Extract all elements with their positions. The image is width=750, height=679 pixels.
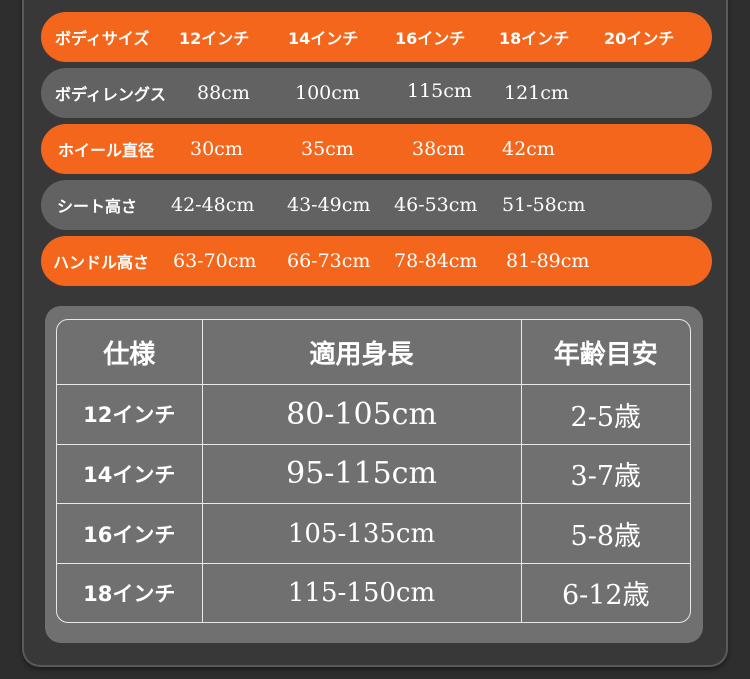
spec-row-wheel-diameter: ホイール直径 30cm 35cm 38cm 42cm: [41, 124, 712, 174]
cell-height: 105-135cm: [202, 504, 522, 564]
size-table: 仕様 適用身長 年齢目安 12インチ 80-105cm 2-5歳 14インチ 9…: [56, 319, 691, 623]
size-table-container: 仕様 適用身長 年齢目安 12インチ 80-105cm 2-5歳 14インチ 9…: [45, 306, 703, 643]
row-value: 16インチ: [395, 29, 466, 48]
cell-spec: 18インチ: [57, 563, 203, 622]
row-value: 35cm: [301, 138, 354, 160]
row-value: 115cm: [407, 79, 472, 102]
row-value: 88cm: [197, 82, 250, 104]
row-label: ボディサイズ: [55, 29, 150, 48]
row-label: ハンドル高さ: [53, 253, 150, 272]
row-value: 51-58cm: [502, 194, 586, 216]
row-value: 18インチ: [499, 29, 570, 48]
table-row: 12インチ 80-105cm 2-5歳: [57, 385, 690, 445]
cell-age: 6-12歳: [561, 580, 650, 612]
row-value: 63-70cm: [173, 250, 257, 272]
header-spec: 仕様: [57, 320, 203, 385]
cell-age: 5-8歳: [521, 504, 690, 564]
row-value: 46-53cm: [394, 194, 478, 216]
row-value: 66-73cm: [287, 250, 371, 272]
cell-height: 115-150cm: [203, 563, 522, 622]
row-value: 20インチ: [604, 29, 675, 48]
row-value: 43-49cm: [287, 194, 371, 216]
cell-height: 80-105cm: [202, 385, 522, 445]
row-value: 81-89cm: [506, 250, 590, 272]
cell-age: 2-5歳: [521, 385, 690, 445]
cell-spec: 14インチ: [57, 444, 203, 505]
table-header-row: 仕様 適用身長 年齢目安: [57, 320, 690, 385]
row-value: 100cm: [295, 82, 360, 104]
row-value: 42cm: [502, 138, 555, 160]
row-value: 30cm: [190, 138, 243, 160]
row-value: 78-84cm: [394, 250, 478, 272]
table-row: 16インチ 105-135cm 5-8歳: [57, 504, 690, 564]
row-value: 42-48cm: [171, 194, 255, 216]
header-age: 年齢目安: [521, 320, 690, 385]
row-value: 12インチ: [179, 29, 250, 48]
cell-spec: 16インチ: [57, 504, 203, 564]
cell-age: 3-7歳: [521, 445, 690, 505]
row-label: ボディレングス: [55, 85, 166, 104]
spec-row-body-size: ボディサイズ 12インチ 14インチ 16インチ 18インチ 20インチ: [41, 12, 712, 62]
cell-spec: 12インチ: [57, 385, 203, 445]
spec-row-body-length: ボディレングス 88cm 100cm 115cm 121cm: [41, 68, 712, 118]
row-value: 121cm: [504, 82, 569, 104]
cell-height: 95-115cm: [202, 444, 522, 505]
spec-row-seat-height: シート高さ 42-48cm 43-49cm 46-53cm 51-58cm: [41, 180, 712, 230]
header-height: 適用身長: [202, 320, 522, 385]
row-value: 38cm: [412, 138, 465, 160]
spec-row-handle-height: ハンドル高さ 63-70cm 66-73cm 78-84cm 81-89cm: [41, 236, 712, 286]
table-row: 18インチ 115-150cm 6-12歳: [57, 563, 690, 622]
row-label: ホイール直径: [58, 141, 155, 160]
row-value: 14インチ: [288, 29, 359, 48]
row-label: シート高さ: [57, 197, 138, 216]
table-row: 14インチ 95-115cm 3-7歳: [57, 444, 690, 505]
